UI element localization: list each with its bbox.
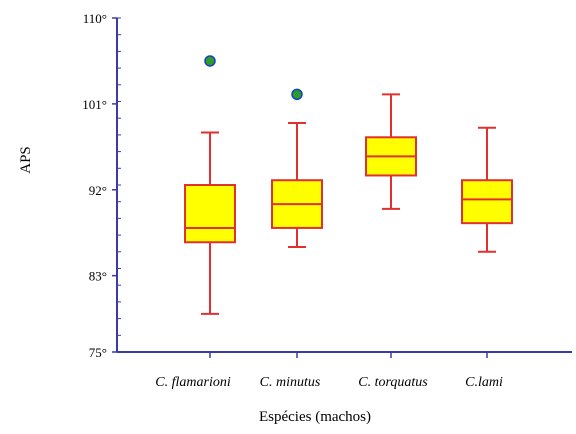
y-tick-label: 110° xyxy=(83,11,107,26)
y-tick-labels: 75° 83° 92° 101° 110° xyxy=(82,11,117,360)
iqr-box xyxy=(184,184,236,244)
category-label: C. minutus xyxy=(260,375,321,390)
box-group xyxy=(271,88,323,249)
category-label: C. torquatus xyxy=(358,375,428,390)
box-group xyxy=(365,93,417,210)
outlier-point xyxy=(291,88,303,101)
x-ticks xyxy=(209,352,488,358)
category-label: C. flamarioni xyxy=(155,375,231,390)
box-group xyxy=(461,126,513,253)
y-tick-label: 75° xyxy=(89,345,107,360)
category-label: C.lami xyxy=(465,375,503,390)
boxes xyxy=(184,55,513,315)
outlier-point xyxy=(204,55,216,67)
x-axis-title: Espécies (machos) xyxy=(259,409,371,425)
y-tick-label: 101° xyxy=(82,97,107,112)
y-tick-label: 92° xyxy=(89,183,107,198)
box-group xyxy=(184,55,236,315)
y-axis-title: APS xyxy=(18,146,34,174)
y-minor-ticks xyxy=(117,17,121,353)
category-labels: C. flamarioni C. minutus C. torquatus C.lam… xyxy=(155,375,503,390)
y-tick-label: 83° xyxy=(89,269,107,284)
iqr-box xyxy=(461,179,513,225)
